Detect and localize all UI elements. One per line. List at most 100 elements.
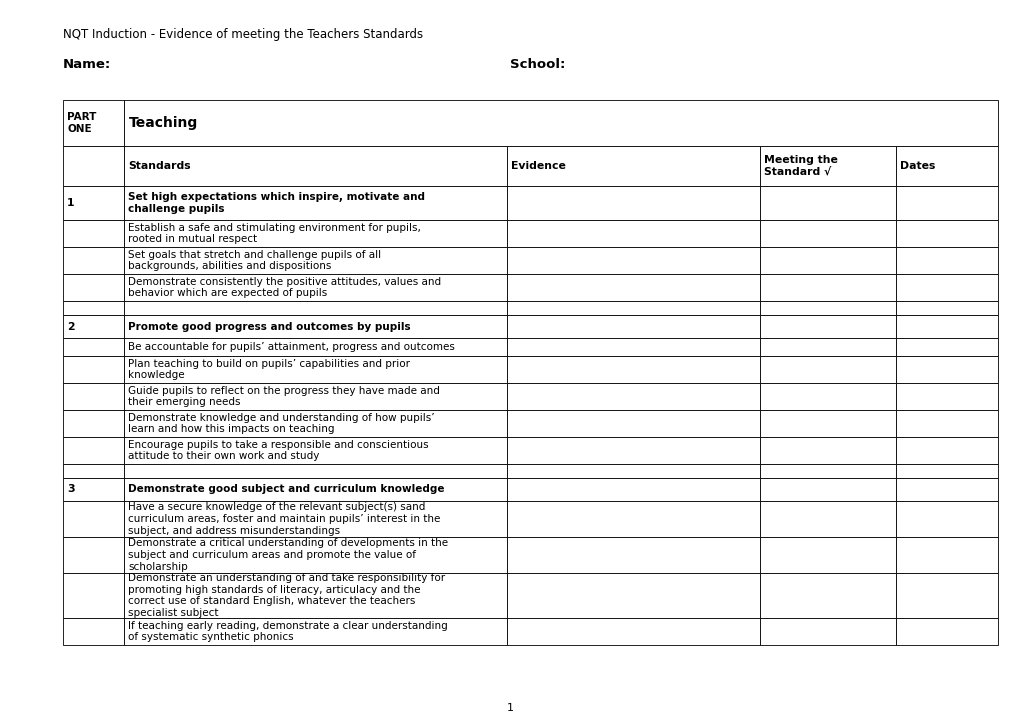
Bar bbox=[895, 247, 997, 274]
Bar bbox=[63, 478, 124, 501]
Bar bbox=[759, 537, 895, 573]
Bar bbox=[506, 501, 759, 537]
Bar bbox=[759, 315, 895, 338]
Bar bbox=[759, 478, 895, 501]
Bar bbox=[124, 338, 506, 356]
Bar bbox=[63, 100, 124, 146]
Bar bbox=[63, 573, 124, 618]
Bar bbox=[124, 247, 506, 274]
Bar bbox=[895, 464, 997, 478]
Text: 1: 1 bbox=[506, 703, 513, 713]
Bar bbox=[759, 383, 895, 410]
Bar bbox=[124, 573, 506, 618]
Text: Set goals that stretch and challenge pupils of all
backgrounds, abilities and di: Set goals that stretch and challenge pup… bbox=[128, 250, 381, 271]
Bar bbox=[895, 501, 997, 537]
Bar bbox=[63, 410, 124, 437]
Text: Standards: Standards bbox=[128, 161, 191, 171]
Bar bbox=[759, 247, 895, 274]
Bar bbox=[506, 410, 759, 437]
Bar bbox=[506, 301, 759, 315]
Bar bbox=[124, 410, 506, 437]
Bar bbox=[63, 464, 124, 478]
Bar bbox=[63, 437, 124, 464]
Bar bbox=[506, 146, 759, 186]
Bar bbox=[506, 315, 759, 338]
Bar bbox=[895, 274, 997, 301]
Bar bbox=[759, 437, 895, 464]
Bar bbox=[759, 573, 895, 618]
Text: 3: 3 bbox=[67, 485, 74, 495]
Text: 2: 2 bbox=[67, 322, 74, 331]
Bar bbox=[63, 146, 124, 186]
Bar bbox=[759, 464, 895, 478]
Bar bbox=[506, 338, 759, 356]
Bar bbox=[506, 186, 759, 220]
Bar bbox=[895, 146, 997, 186]
Text: School:: School: bbox=[510, 58, 565, 71]
Bar bbox=[895, 410, 997, 437]
Bar bbox=[63, 274, 124, 301]
Text: Evidence: Evidence bbox=[511, 161, 566, 171]
Bar bbox=[895, 301, 997, 315]
Bar bbox=[124, 315, 506, 338]
Text: Guide pupils to reflect on the progress they have made and
their emerging needs: Guide pupils to reflect on the progress … bbox=[128, 386, 440, 408]
Text: Plan teaching to build on pupils’ capabilities and prior
knowledge: Plan teaching to build on pupils’ capabi… bbox=[128, 359, 410, 380]
Bar bbox=[506, 220, 759, 247]
Bar bbox=[63, 618, 124, 645]
Text: Promote good progress and outcomes by pupils: Promote good progress and outcomes by pu… bbox=[128, 322, 411, 331]
Bar bbox=[759, 274, 895, 301]
Bar bbox=[759, 186, 895, 220]
Bar bbox=[63, 315, 124, 338]
Bar bbox=[759, 356, 895, 383]
Bar bbox=[506, 618, 759, 645]
Bar bbox=[895, 573, 997, 618]
Bar bbox=[124, 437, 506, 464]
Bar bbox=[895, 356, 997, 383]
Bar bbox=[124, 146, 506, 186]
Bar bbox=[895, 437, 997, 464]
Bar bbox=[124, 383, 506, 410]
Bar bbox=[63, 338, 124, 356]
Bar bbox=[506, 573, 759, 618]
Bar bbox=[124, 274, 506, 301]
Bar bbox=[895, 478, 997, 501]
Bar bbox=[759, 220, 895, 247]
Bar bbox=[63, 356, 124, 383]
Text: Demonstrate knowledge and understanding of how pupils’
learn and how this impact: Demonstrate knowledge and understanding … bbox=[128, 413, 435, 434]
Bar bbox=[759, 301, 895, 315]
Text: NQT Induction - Evidence of meeting the Teachers Standards: NQT Induction - Evidence of meeting the … bbox=[63, 28, 423, 41]
Bar bbox=[63, 186, 124, 220]
Text: Dates: Dates bbox=[899, 161, 934, 171]
Bar bbox=[124, 356, 506, 383]
Bar bbox=[759, 338, 895, 356]
Text: Meeting the
Standard √: Meeting the Standard √ bbox=[763, 156, 837, 177]
Bar bbox=[63, 537, 124, 573]
Text: 1: 1 bbox=[67, 198, 74, 208]
Bar bbox=[506, 437, 759, 464]
Text: Establish a safe and stimulating environment for pupils,
rooted in mutual respec: Establish a safe and stimulating environ… bbox=[128, 222, 421, 244]
Bar bbox=[895, 220, 997, 247]
Bar bbox=[506, 464, 759, 478]
Bar bbox=[124, 501, 506, 537]
Bar bbox=[63, 301, 124, 315]
Bar bbox=[895, 315, 997, 338]
Bar bbox=[895, 338, 997, 356]
Text: Demonstrate good subject and curriculum knowledge: Demonstrate good subject and curriculum … bbox=[128, 485, 444, 495]
Bar bbox=[506, 383, 759, 410]
Bar bbox=[895, 186, 997, 220]
Text: Be accountable for pupils’ attainment, progress and outcomes: Be accountable for pupils’ attainment, p… bbox=[128, 342, 454, 352]
Bar bbox=[506, 537, 759, 573]
Text: Demonstrate a critical understanding of developments in the
subject and curricul: Demonstrate a critical understanding of … bbox=[128, 539, 448, 572]
Bar bbox=[759, 410, 895, 437]
Bar bbox=[63, 383, 124, 410]
Text: Teaching: Teaching bbox=[128, 116, 198, 130]
Bar bbox=[759, 146, 895, 186]
Bar bbox=[124, 301, 506, 315]
Bar bbox=[63, 220, 124, 247]
Bar bbox=[124, 220, 506, 247]
Bar bbox=[895, 383, 997, 410]
Bar bbox=[63, 501, 124, 537]
Bar bbox=[124, 537, 506, 573]
Bar bbox=[124, 618, 506, 645]
Bar bbox=[124, 100, 997, 146]
